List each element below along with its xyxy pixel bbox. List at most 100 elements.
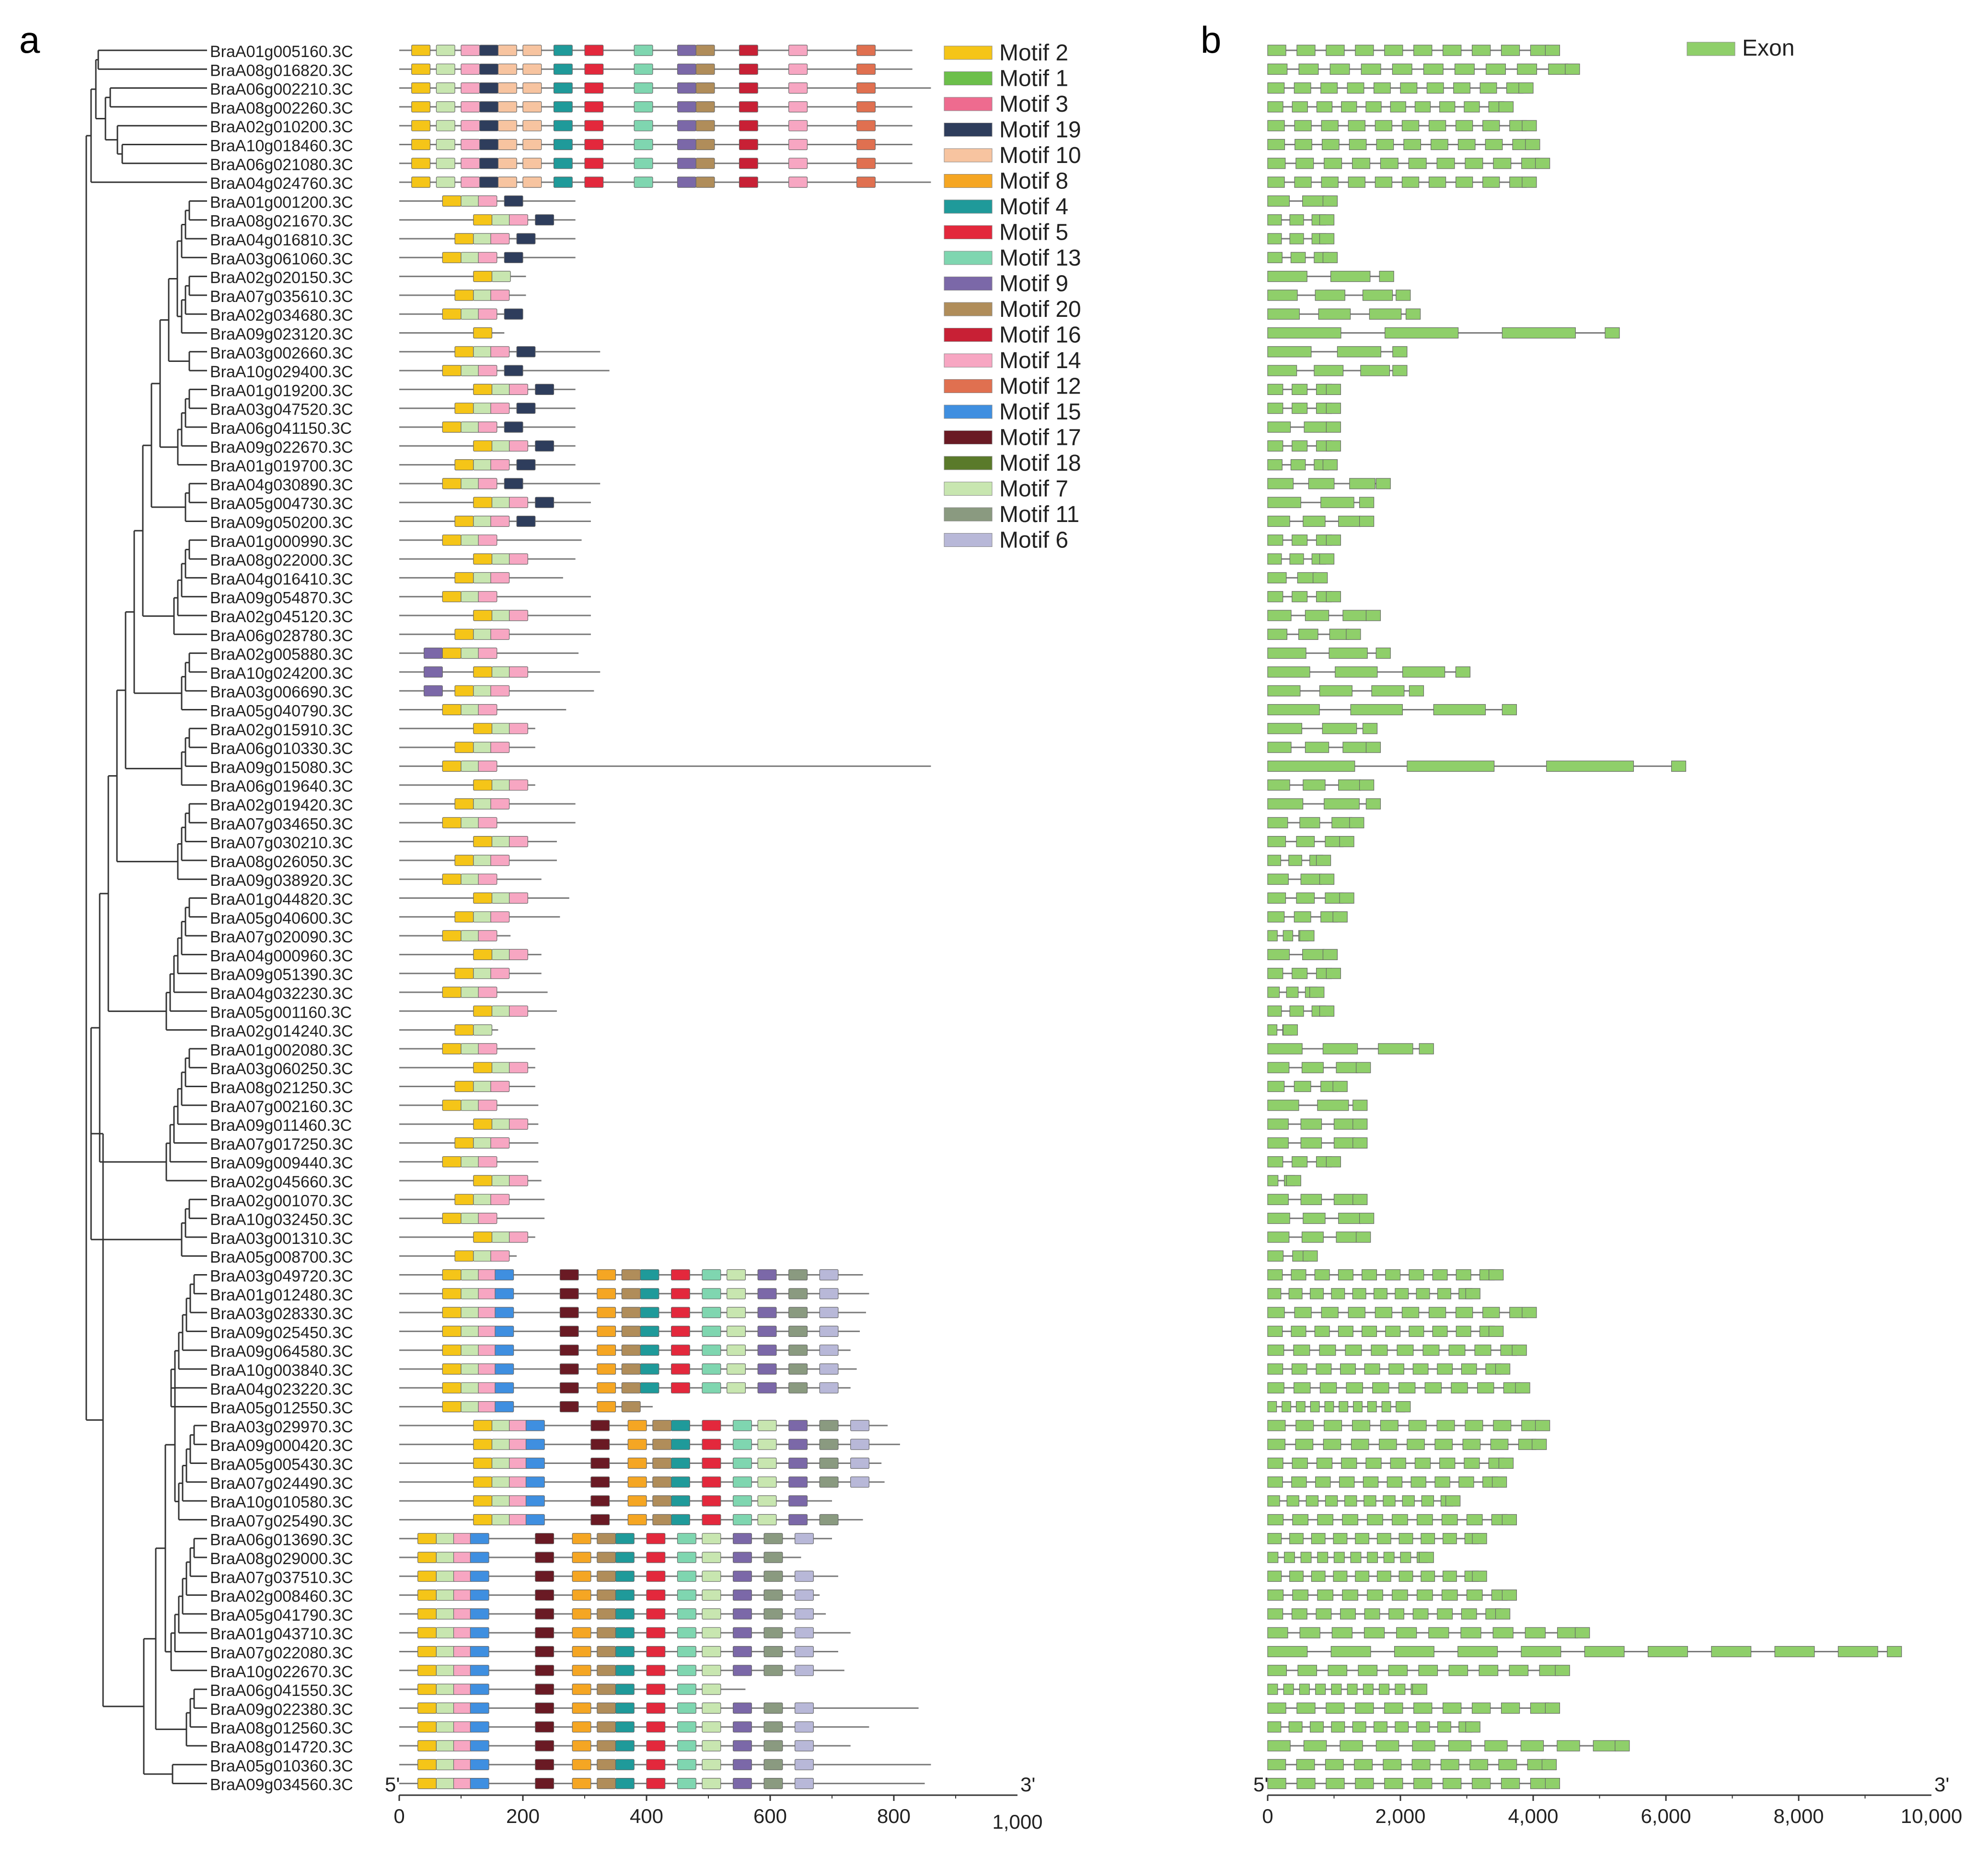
motif-box — [615, 1683, 635, 1695]
motif-box — [757, 1288, 777, 1300]
exon-box — [1456, 1307, 1473, 1318]
motif-box — [677, 1570, 696, 1582]
motif-box — [473, 1420, 493, 1431]
exon-box — [1267, 1570, 1282, 1582]
exon-box — [1395, 1721, 1409, 1733]
axis-start-marker: 5' — [1253, 1773, 1268, 1796]
exon-box — [1267, 1062, 1290, 1073]
gene-label: BraA09g011460.3C — [210, 1116, 352, 1135]
motif-box — [646, 1646, 666, 1658]
exon-box — [1426, 82, 1444, 94]
motif-box — [677, 1646, 696, 1658]
exon-box — [1300, 1552, 1312, 1563]
exon-box — [1384, 1702, 1403, 1714]
gene-label: BraA08g026050.3C — [210, 853, 353, 871]
exon-box — [1267, 1608, 1283, 1620]
motif-box — [819, 1345, 839, 1356]
exon-box — [1267, 1457, 1283, 1469]
gene-label: BraA03g001310.3C — [210, 1230, 353, 1248]
motif-box — [509, 1118, 528, 1130]
motif-box — [652, 1495, 672, 1507]
motif-box — [491, 214, 511, 226]
exon-box — [1458, 1476, 1474, 1488]
motif-box — [417, 1590, 437, 1601]
motif-box — [442, 987, 462, 998]
motif-box — [490, 628, 510, 640]
motif-box — [702, 1439, 721, 1450]
exon-box — [1432, 1269, 1448, 1281]
motif-box — [442, 1043, 462, 1055]
motif-box — [584, 101, 604, 113]
exon-box — [1371, 685, 1405, 696]
motif-box — [788, 1514, 808, 1525]
legend-swatch — [1687, 42, 1735, 56]
gene-label: BraA09g034560.3C — [210, 1776, 353, 1794]
motif-box — [702, 1702, 721, 1714]
legend-swatch — [944, 405, 993, 419]
motif-box — [453, 1552, 473, 1563]
motif-box — [739, 63, 758, 75]
motif-box — [677, 1759, 696, 1770]
motif-box — [473, 440, 493, 452]
motif-box — [677, 1721, 696, 1733]
exon-box — [1345, 1345, 1362, 1356]
motif-box — [819, 1476, 839, 1488]
gene-label: BraA06g021080.3C — [210, 156, 353, 174]
motif-box — [535, 440, 555, 452]
exon-box — [1371, 1345, 1388, 1356]
motif-box — [572, 1552, 591, 1563]
motif-box — [473, 892, 493, 904]
motif-box — [497, 63, 517, 75]
exon-box — [1326, 591, 1341, 603]
exon-box — [1283, 1024, 1298, 1036]
exon-box — [1384, 45, 1403, 56]
motif-box — [411, 63, 431, 75]
motif-box — [646, 1778, 666, 1789]
motif-box — [702, 1721, 721, 1733]
motif-box — [670, 1307, 690, 1318]
motif-box — [615, 1533, 635, 1544]
motif-box — [584, 158, 604, 169]
gene-label: BraA10g022670.3C — [210, 1663, 353, 1681]
exon-box — [1289, 214, 1304, 226]
motif-box — [670, 1363, 690, 1375]
gene-label: BraA05g040600.3C — [210, 909, 353, 928]
motif-box — [461, 158, 480, 169]
exon-box — [1428, 120, 1446, 131]
motif-box — [535, 1665, 555, 1676]
exon-box — [1319, 553, 1335, 565]
exon-box — [1605, 327, 1620, 339]
motif-box — [470, 1552, 489, 1563]
motif-box — [436, 139, 455, 151]
motif-box — [478, 1213, 497, 1224]
exon-box — [1267, 1043, 1303, 1055]
gene-label: BraA02g045120.3C — [210, 608, 353, 626]
motif-box — [535, 1627, 555, 1638]
exon-box — [1439, 1457, 1456, 1469]
exon-box — [1315, 1683, 1326, 1695]
motif-box — [490, 798, 510, 810]
motif-box — [670, 1382, 690, 1393]
exon-box — [1321, 120, 1339, 131]
exon-box — [1418, 1665, 1438, 1676]
exon-box — [1267, 1175, 1279, 1186]
exon-box — [1267, 1137, 1289, 1149]
exon-box — [1286, 1175, 1301, 1186]
motif-box — [453, 1683, 473, 1695]
motif-box — [525, 1514, 545, 1525]
exon-box — [1301, 1231, 1324, 1243]
exon-box — [1326, 968, 1341, 979]
exon-box — [1333, 1570, 1348, 1582]
motif-box — [491, 497, 511, 508]
exon-box — [1417, 1514, 1433, 1525]
motif-box — [479, 176, 499, 188]
exon-box — [1289, 233, 1304, 244]
legend-swatch — [944, 353, 993, 368]
exon-box — [1267, 1759, 1286, 1770]
exon-box — [1434, 1476, 1450, 1488]
exon-box — [1340, 1363, 1356, 1375]
exon-box — [1342, 1514, 1358, 1525]
motif-box — [461, 647, 480, 659]
exon-box — [1267, 1325, 1283, 1337]
motif-box — [702, 1740, 721, 1752]
